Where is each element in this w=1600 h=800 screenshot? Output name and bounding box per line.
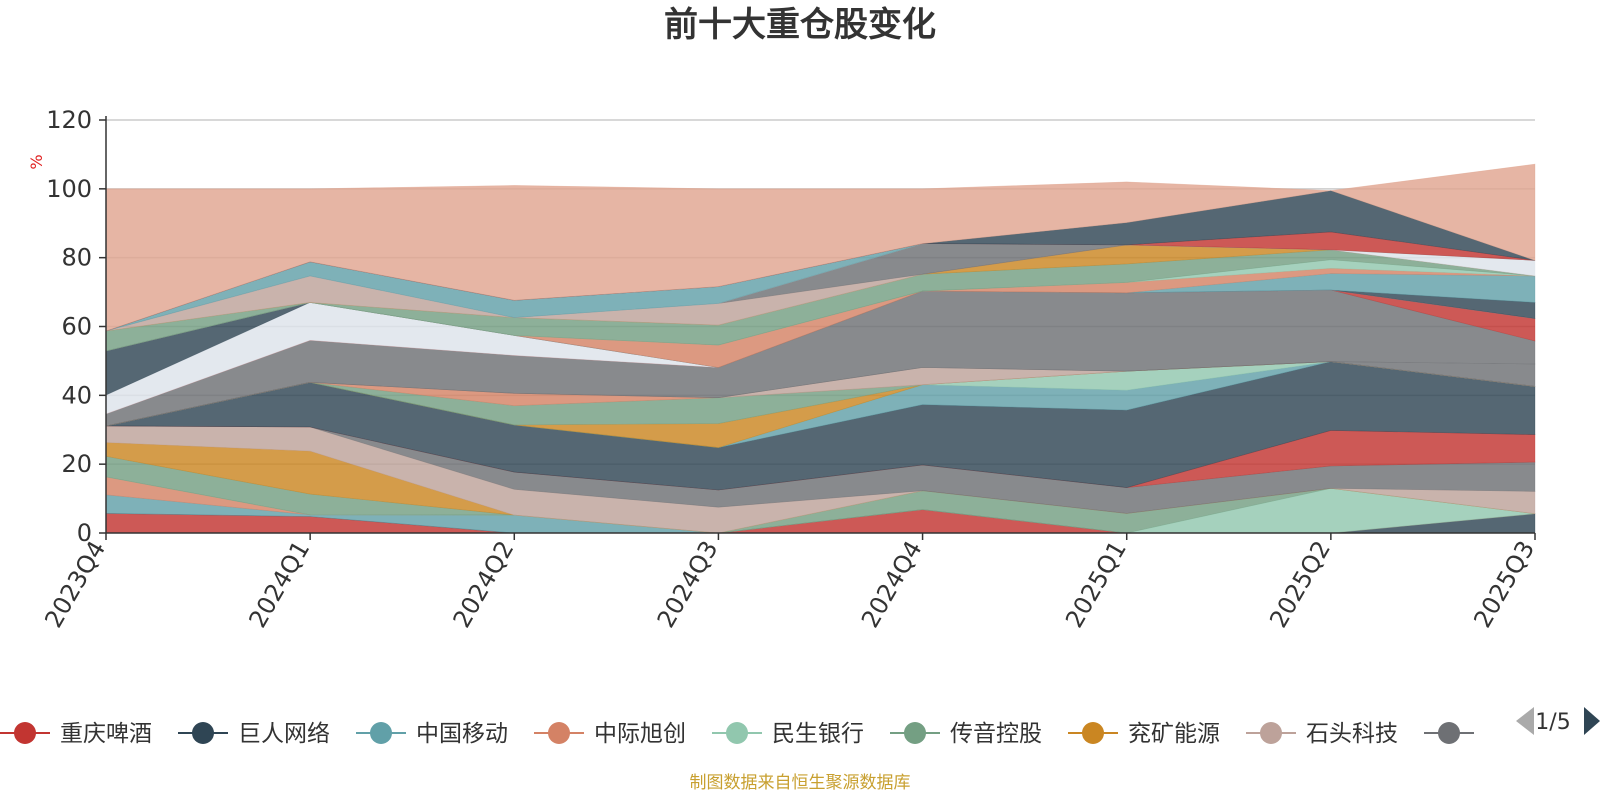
legend-marker-icon bbox=[192, 722, 214, 744]
x-tick-label: 2025Q2 bbox=[1264, 536, 1336, 632]
legend-label: 兖矿能源 bbox=[1128, 721, 1220, 747]
legend-marker-icon bbox=[1082, 722, 1104, 744]
legend-label: 巨人网络 bbox=[238, 721, 330, 747]
legend-item[interactable]: 兖矿能源 bbox=[1068, 721, 1220, 747]
x-tick-label: 2024Q3 bbox=[652, 536, 724, 632]
y-tick-label: 120 bbox=[46, 106, 92, 134]
legend-item[interactable]: 中际旭创 bbox=[534, 721, 686, 747]
x-tick-label: 2025Q1 bbox=[1060, 536, 1132, 632]
y-tick-label: 40 bbox=[61, 381, 92, 409]
x-tick-label: 2024Q2 bbox=[448, 536, 520, 632]
y-axis-unit-label: % bbox=[27, 154, 46, 169]
legend-marker-icon bbox=[370, 722, 392, 744]
legend-marker-icon bbox=[726, 722, 748, 744]
legend-item[interactable]: 巨人网络 bbox=[178, 721, 330, 747]
y-tick-label: 100 bbox=[46, 175, 92, 203]
legend-label: 重庆啤酒 bbox=[60, 721, 152, 747]
legend: 重庆啤酒 巨人网络 中国移动 中际旭创 民生银行 传音控股 兖矿能源 石头科技 bbox=[0, 721, 1474, 747]
legend-label: 中际旭创 bbox=[594, 721, 686, 747]
legend-marker-icon bbox=[548, 722, 570, 744]
legend-item[interactable]: 中国移动 bbox=[356, 721, 508, 747]
legend-marker-icon bbox=[904, 722, 926, 744]
chart-title: 前十大重仓股变化 bbox=[664, 5, 936, 45]
axes bbox=[99, 116, 1536, 540]
y-tick-label: 60 bbox=[61, 313, 92, 341]
legend-label: 传音控股 bbox=[950, 721, 1042, 747]
y-tick-label: 0 bbox=[77, 519, 92, 547]
area-series-layer bbox=[105, 163, 1536, 534]
legend-item[interactable]: 民生银行 bbox=[712, 721, 864, 747]
x-tick-label: 2025Q3 bbox=[1468, 536, 1540, 632]
y-tick-label: 20 bbox=[61, 450, 92, 478]
area-series-34[interactable] bbox=[105, 163, 1536, 332]
data-source-note: 制图数据来自恒生聚源数据库 bbox=[690, 773, 911, 793]
legend-prev-arrow-icon[interactable] bbox=[1516, 707, 1534, 735]
y-tick-labels: 0 20 40 60 80 100 120 bbox=[46, 106, 92, 547]
y-tick-label: 80 bbox=[61, 244, 92, 272]
legend-item-clipped[interactable] bbox=[1424, 722, 1474, 744]
x-tick-labels: 2023Q4 2024Q1 2024Q2 2024Q3 2024Q4 2025Q1 2025… bbox=[39, 536, 1540, 632]
legend-pager: 1/5 bbox=[1516, 707, 1600, 735]
x-tick-label: 2024Q1 bbox=[243, 536, 315, 632]
legend-next-arrow-icon[interactable] bbox=[1584, 707, 1600, 735]
legend-label: 民生银行 bbox=[772, 721, 864, 747]
legend-marker-icon bbox=[1438, 722, 1460, 744]
legend-label: 石头科技 bbox=[1306, 721, 1398, 747]
x-tick-label: 2023Q4 bbox=[39, 536, 111, 632]
legend-item[interactable]: 石头科技 bbox=[1246, 721, 1398, 747]
legend-item[interactable]: 传音控股 bbox=[890, 721, 1042, 747]
x-tick-label: 2024Q4 bbox=[856, 536, 928, 632]
legend-marker-icon bbox=[14, 722, 36, 744]
legend-label: 中国移动 bbox=[416, 721, 508, 747]
legend-marker-icon bbox=[1260, 722, 1282, 744]
legend-page-indicator: 1/5 bbox=[1535, 710, 1570, 735]
legend-item[interactable]: 重庆啤酒 bbox=[0, 721, 152, 747]
